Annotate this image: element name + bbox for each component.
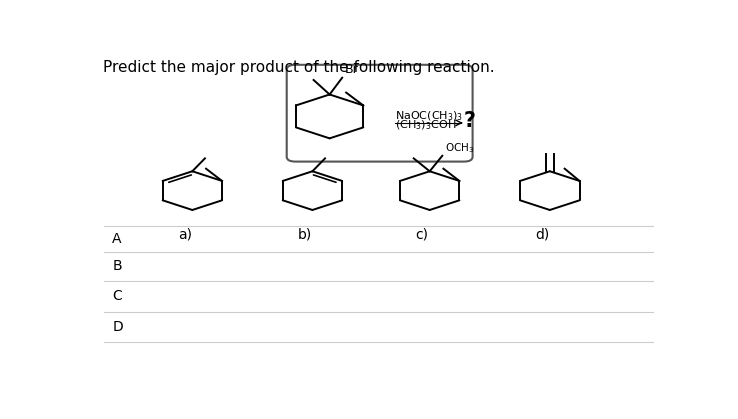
Text: NaOC(CH$_3$)$_3$: NaOC(CH$_3$)$_3$ xyxy=(396,110,463,123)
Text: C: C xyxy=(112,289,122,303)
Text: c): c) xyxy=(415,227,428,241)
Text: B: B xyxy=(112,259,122,274)
Text: b): b) xyxy=(298,227,312,241)
Text: a): a) xyxy=(178,227,192,241)
Text: ?: ? xyxy=(464,111,476,131)
Text: A: A xyxy=(112,232,122,246)
Text: Predict the major product of the following reaction.: Predict the major product of the followi… xyxy=(103,60,494,75)
Text: Br: Br xyxy=(345,63,358,76)
Text: D: D xyxy=(112,320,123,334)
Text: d): d) xyxy=(536,227,550,241)
Text: OCH$_3$: OCH$_3$ xyxy=(444,141,474,155)
Text: (CH$_3$)$_3$COH: (CH$_3$)$_3$COH xyxy=(396,118,457,132)
FancyBboxPatch shape xyxy=(286,65,472,162)
